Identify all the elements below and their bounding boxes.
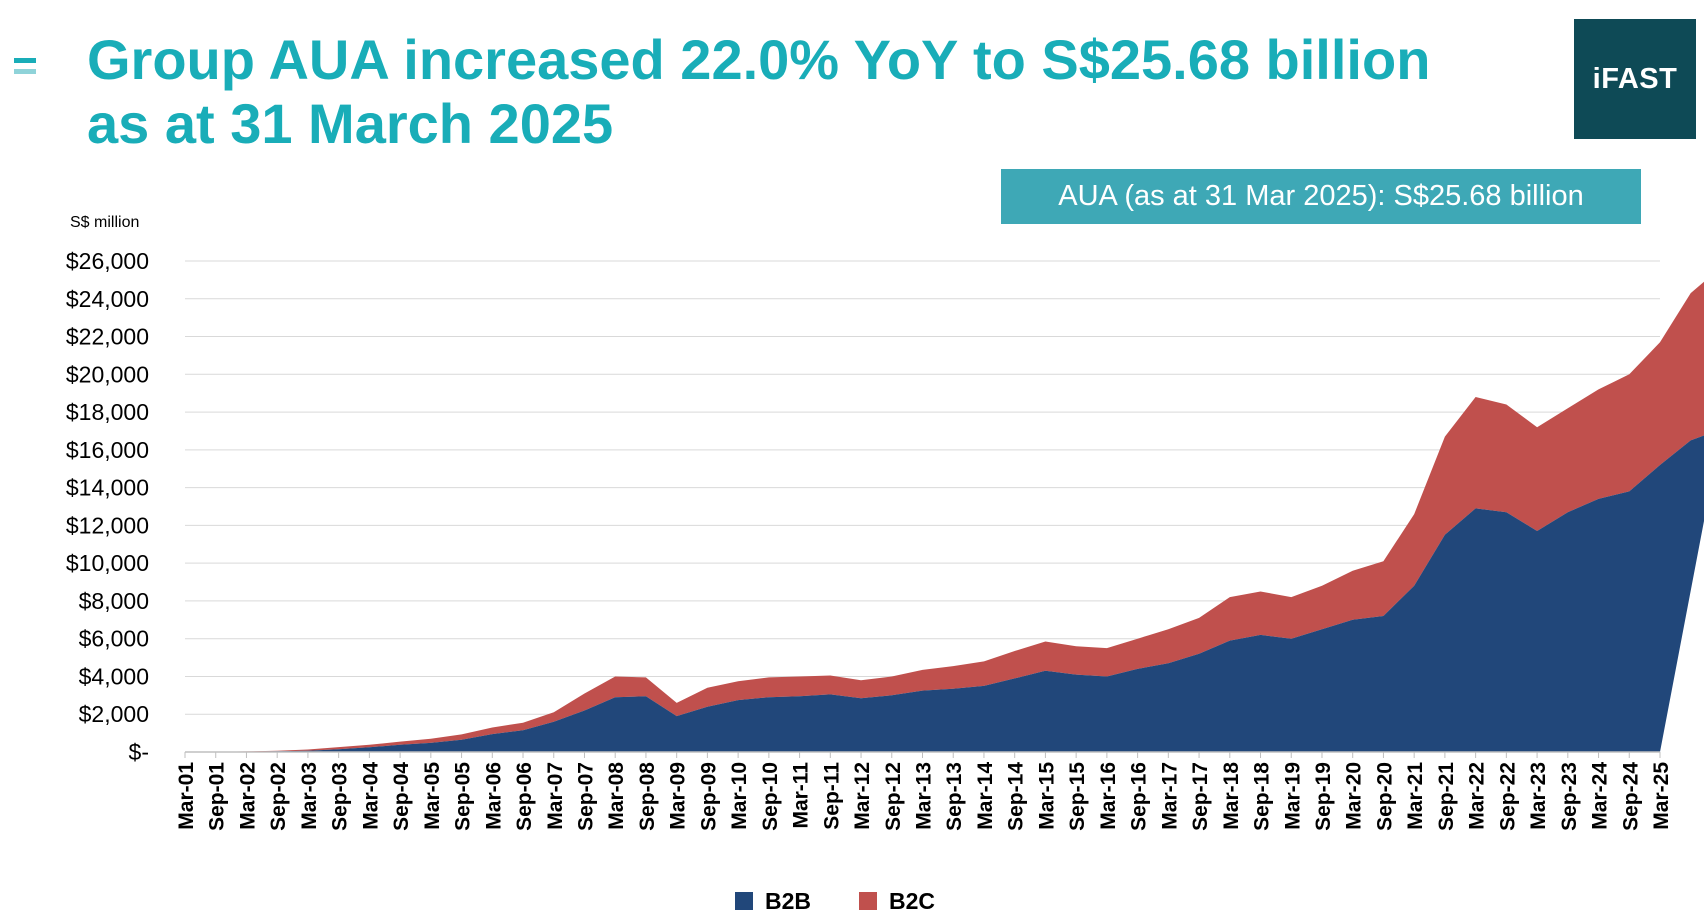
x-tick-label: Mar-05 <box>421 762 444 830</box>
y-tick-label: $4,000 <box>79 663 149 689</box>
x-tick-label: Mar-14 <box>974 762 997 830</box>
x-tick-label: Mar-17 <box>1158 762 1181 830</box>
x-tick-label: Mar-13 <box>913 762 936 830</box>
y-axis-unit-label: S$ million <box>70 214 140 231</box>
x-tick-label: Sep-17 <box>1189 762 1212 831</box>
x-tick-label: Sep-09 <box>697 762 720 831</box>
y-tick-label: $20,000 <box>66 361 149 387</box>
legend-swatch-b2b <box>735 892 753 910</box>
y-tick-label: $2,000 <box>79 701 149 727</box>
x-tick-label: Sep-23 <box>1558 762 1581 831</box>
legend-item-b2b: B2B <box>735 888 811 915</box>
x-tick-label: Mar-20 <box>1343 762 1366 830</box>
x-tick-label: Sep-20 <box>1373 762 1396 831</box>
x-tick-label: Sep-16 <box>1128 762 1151 831</box>
x-tick-label: Sep-04 <box>390 762 413 831</box>
x-tick-label: Sep-15 <box>1066 762 1089 831</box>
y-tick-label: $26,000 <box>66 248 149 274</box>
x-tick-label: Mar-02 <box>236 762 259 830</box>
y-tick-label: $24,000 <box>66 286 149 312</box>
x-tick-label: Sep-06 <box>513 762 536 831</box>
y-tick-label: $18,000 <box>66 399 149 425</box>
area-series-b2b <box>185 435 1704 752</box>
x-tick-label: Sep-02 <box>267 762 290 831</box>
x-tick-label: Sep-19 <box>1312 762 1335 831</box>
x-tick-label: Mar-12 <box>851 762 874 830</box>
ifast-logo: iFAST <box>1574 19 1696 139</box>
x-tick-label: Mar-07 <box>544 762 567 830</box>
x-tick-label: Sep-10 <box>759 762 782 831</box>
aua-callout: AUA (as at 31 Mar 2025): S$25.68 billion <box>1001 169 1641 224</box>
x-tick-label: Mar-08 <box>605 762 628 830</box>
x-tick-label: Sep-14 <box>1005 762 1028 831</box>
x-tick-label: Mar-24 <box>1589 762 1612 830</box>
chart-legend: B2B B2C <box>735 888 935 914</box>
x-tick-label: Mar-09 <box>667 762 690 830</box>
x-tick-label: Mar-06 <box>482 762 505 830</box>
x-tick-label: Sep-21 <box>1435 762 1458 831</box>
legend-swatch-b2c <box>859 892 878 910</box>
y-tick-label: $- <box>129 739 149 765</box>
x-tick-label: Sep-22 <box>1496 762 1519 831</box>
x-tick-label: Mar-11 <box>790 762 813 829</box>
x-tick-label: Mar-15 <box>1035 762 1058 830</box>
y-tick-label: $14,000 <box>66 475 149 501</box>
page-title: Group AUA increased 22.0% YoY to S$25.68… <box>87 28 1431 155</box>
x-tick-label: Sep-18 <box>1251 762 1274 831</box>
x-tick-label: Sep-08 <box>636 762 659 831</box>
x-tick-label: Sep-07 <box>574 762 597 831</box>
x-tick-label: Mar-16 <box>1097 762 1120 830</box>
x-tick-label: Mar-10 <box>728 762 751 830</box>
x-tick-label: Sep-11 <box>820 762 843 830</box>
y-tick-label: $22,000 <box>66 324 149 350</box>
x-tick-label: Sep-01 <box>206 762 229 831</box>
x-tick-label: Mar-22 <box>1466 762 1489 830</box>
x-tick-label: Mar-01 <box>175 762 198 830</box>
x-tick-label: Mar-19 <box>1281 762 1304 830</box>
x-tick-label: Mar-04 <box>359 762 382 830</box>
y-tick-label: $12,000 <box>66 512 149 538</box>
x-tick-label: Mar-03 <box>298 762 321 830</box>
x-tick-label: Sep-03 <box>329 762 352 831</box>
x-tick-label: Sep-13 <box>943 762 966 831</box>
title-bullet <box>14 58 36 78</box>
x-tick-label: Mar-21 <box>1404 762 1427 830</box>
legend-item-b2c: B2C <box>859 888 935 915</box>
x-tick-label: Sep-05 <box>452 762 475 831</box>
x-tick-label: Sep-24 <box>1619 762 1642 831</box>
x-tick-label: Sep-12 <box>882 762 905 831</box>
x-tick-label: Mar-23 <box>1527 762 1550 830</box>
y-tick-label: $8,000 <box>79 588 149 614</box>
y-tick-label: $16,000 <box>66 437 149 463</box>
y-tick-label: $6,000 <box>79 626 149 652</box>
x-tick-label: Mar-25 <box>1650 762 1673 830</box>
y-tick-label: $10,000 <box>66 550 149 576</box>
legend-label-b2c: B2C <box>889 887 936 914</box>
legend-label-b2b: B2B <box>765 887 812 914</box>
x-tick-label: Mar-18 <box>1220 762 1243 830</box>
